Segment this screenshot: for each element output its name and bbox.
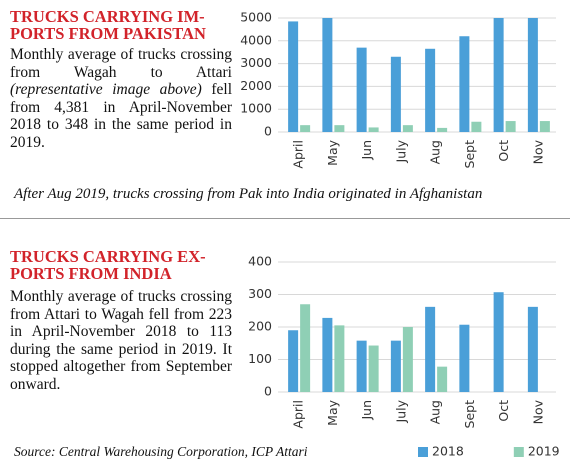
bar (539, 121, 550, 132)
legend-swatch (513, 447, 524, 457)
y-tick-label: 2000 (240, 78, 272, 93)
title-line: PORTS FROM PAKISTAN (10, 24, 206, 43)
bar (300, 304, 311, 392)
note: After Aug 2019, trucks crossing from Pak… (14, 186, 483, 202)
x-tick-label: April (291, 140, 306, 169)
bar (322, 317, 333, 392)
bar (390, 340, 401, 392)
y-tick-label: 300 (248, 286, 272, 301)
bar (402, 125, 413, 132)
x-tick-label: May (325, 139, 340, 165)
y-tick-label: 0 (264, 384, 272, 399)
bar (493, 292, 504, 392)
bar (437, 366, 448, 392)
title-line: TRUCKS CARRYING EX- (10, 247, 206, 266)
text: (representative image above) (10, 81, 202, 98)
chart-title: TRUCKS CARRYING IM- PORTS FROM PAKISTAN (10, 8, 230, 42)
x-tick-label: Aug (428, 400, 443, 424)
description: Monthly average of trucks crossing from … (10, 288, 232, 393)
y-tick-label: 1000 (240, 101, 272, 116)
y-tick-label: 200 (248, 319, 272, 334)
bar (356, 340, 367, 392)
bar (288, 330, 299, 392)
x-tick-label: May (325, 399, 340, 425)
x-tick-label: Jun (359, 140, 374, 161)
bar (334, 325, 345, 392)
bar (288, 21, 299, 133)
bar (300, 125, 311, 132)
legend-swatch (418, 447, 428, 457)
bar (425, 306, 436, 392)
text: fell from 4,381 in April-November 2018 t… (10, 81, 233, 151)
x-tick-label: July (393, 399, 408, 423)
x-tick-label: Nov (530, 399, 545, 424)
bar (459, 36, 470, 132)
bar (459, 324, 470, 392)
y-tick-label: 400 (248, 254, 272, 269)
bar (425, 48, 436, 132)
source: Source: Central Warehousing Corporation,… (14, 444, 308, 459)
title-line: PORTS FROM INDIA (10, 264, 172, 283)
bar (322, 18, 333, 132)
x-tick-label: Jun (359, 400, 374, 421)
x-tick-label: Aug (428, 140, 443, 164)
x-tick-label: Oct (496, 140, 511, 162)
y-tick-label: 3000 (240, 55, 272, 70)
bar (334, 125, 345, 132)
y-tick-label: 5000 (240, 10, 272, 25)
bar (505, 121, 516, 132)
bar (368, 345, 379, 392)
x-tick-label: Nov (530, 139, 545, 164)
text: Monthly average of trucks crossing from … (10, 46, 232, 81)
title-line: TRUCKS CARRYING IM- (10, 7, 205, 26)
bar (356, 47, 367, 132)
description: Monthly average of trucks crossing from … (10, 46, 232, 151)
bar (368, 127, 379, 132)
bar (471, 121, 482, 132)
x-tick-label: Sept (462, 400, 477, 429)
bar (437, 127, 448, 132)
bar (493, 18, 504, 132)
y-tick-label: 4000 (240, 32, 272, 47)
y-tick-label: 0 (264, 124, 272, 139)
x-tick-label: April (291, 400, 306, 429)
divider (0, 218, 570, 219)
legend-label: 2019 (528, 444, 560, 459)
bar (390, 56, 401, 133)
legend-label: 2018 (432, 444, 464, 459)
y-tick-label: 100 (248, 351, 272, 366)
x-tick-label: Sept (462, 140, 477, 169)
bar (402, 327, 413, 392)
x-tick-label: Oct (496, 400, 511, 422)
bar (527, 18, 538, 132)
x-tick-label: July (393, 139, 408, 163)
chart-title: TRUCKS CARRYING EX- PORTS FROM INDIA (10, 248, 230, 282)
bar (527, 306, 538, 392)
